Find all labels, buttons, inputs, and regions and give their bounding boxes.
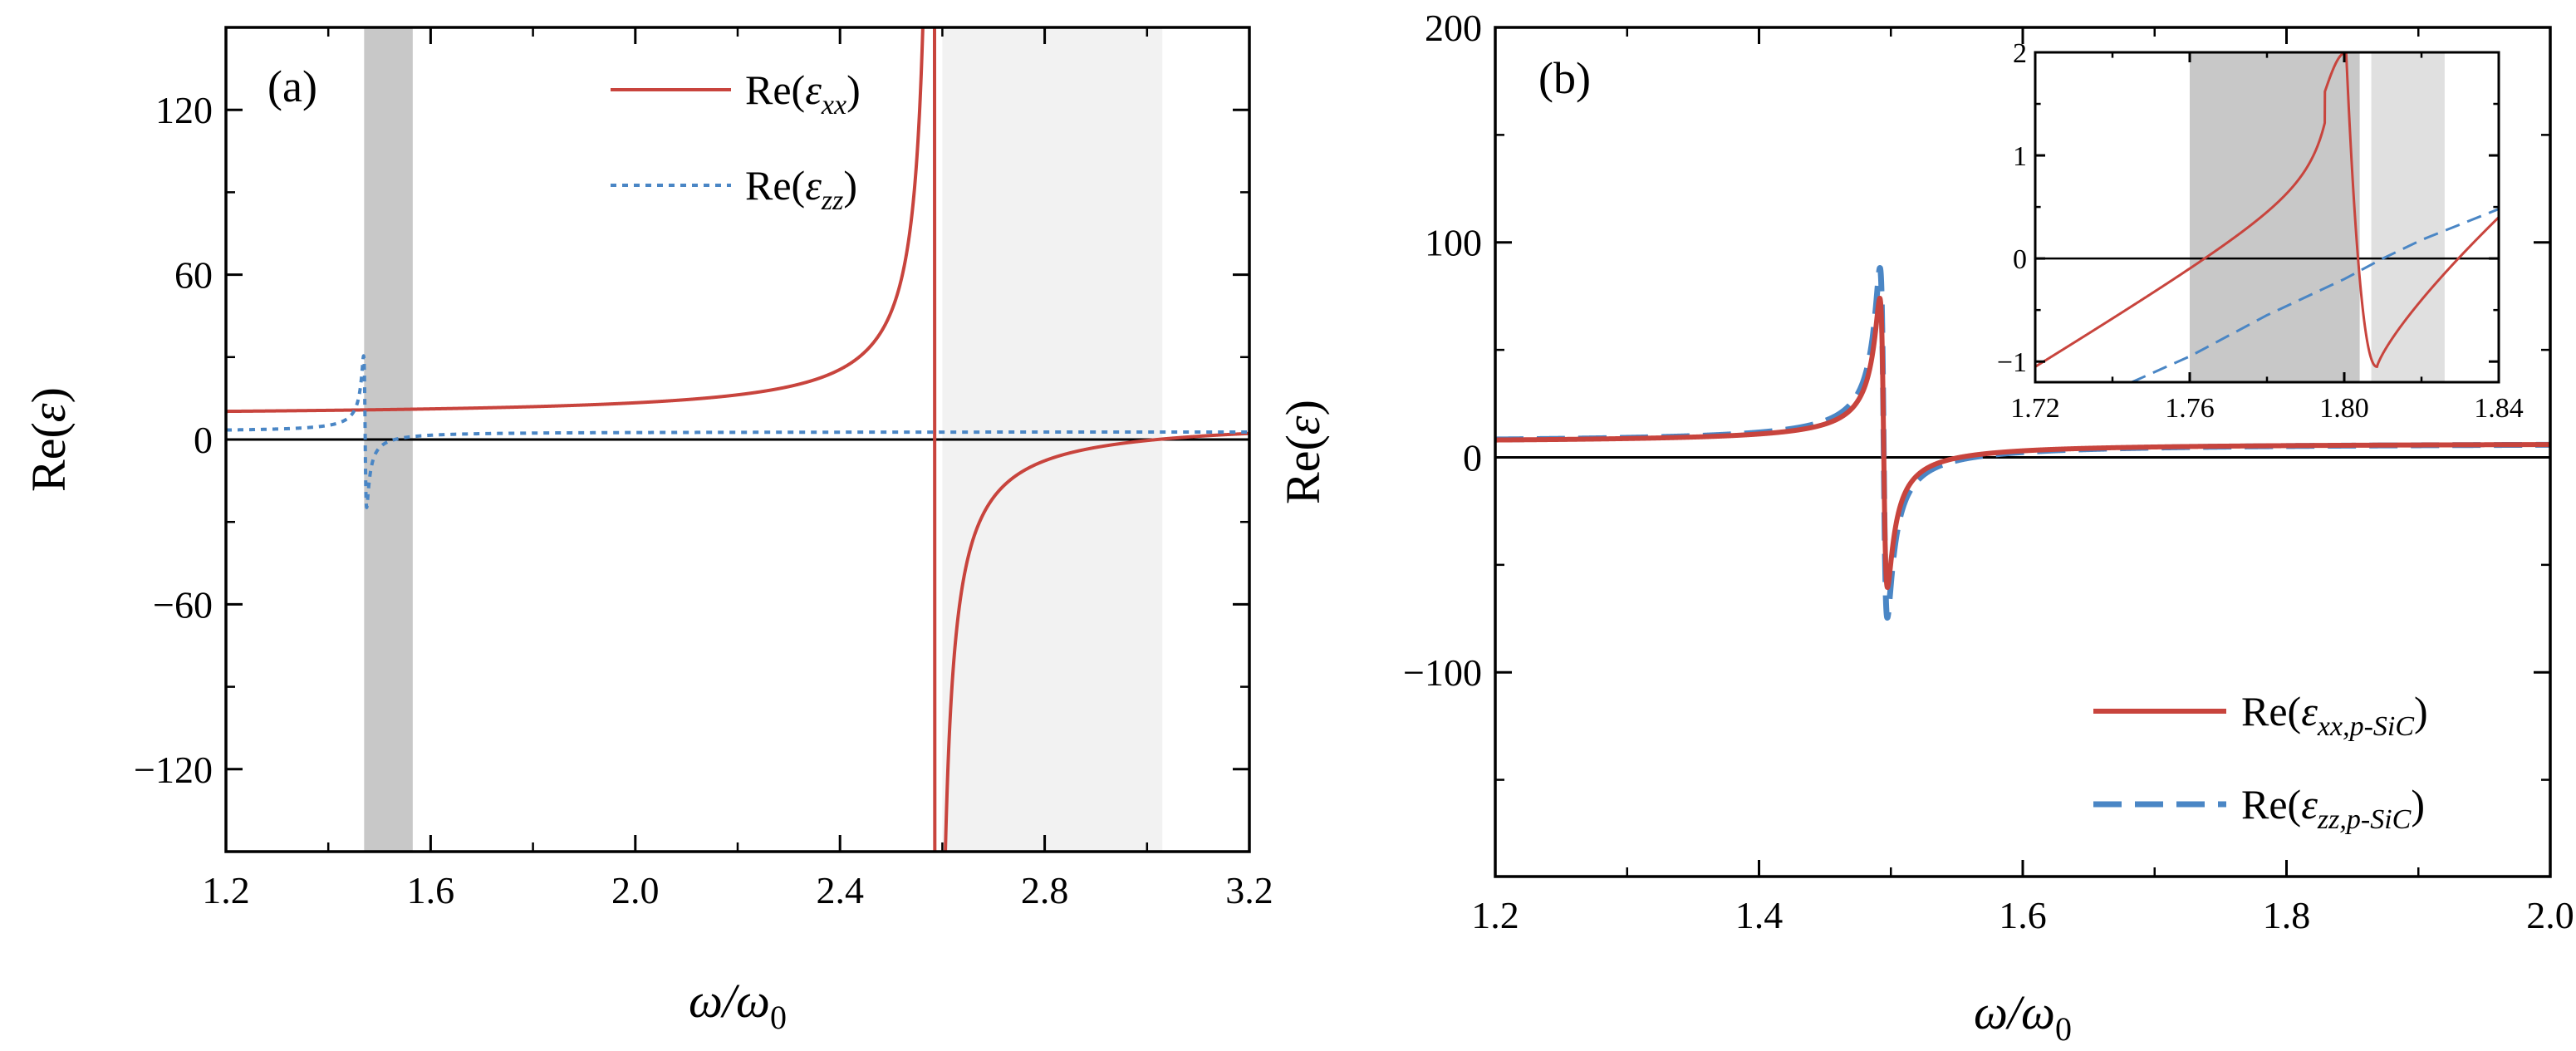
y-axis-title-symbol: ε	[22, 403, 76, 422]
legend-subscript: zz,p-SiC	[2317, 804, 2412, 835]
y-tick-label: 120	[155, 89, 213, 131]
y-tick-label: 1	[2013, 141, 2027, 172]
y-tick-label: −60	[153, 583, 213, 626]
legend-subscript: zz	[821, 185, 843, 216]
x-axis-title: ω/ω0	[1974, 985, 2072, 1048]
x-tick-label: 2.4	[816, 869, 864, 911]
legend-label: Re(εxx)	[745, 66, 861, 120]
inset-shaded-band	[2190, 52, 2360, 382]
x-axis-title-subscript: 0	[2055, 1010, 2072, 1048]
inset-chart: 1.72 1.76 1.80 1.84 −1 0 1 2	[1997, 38, 2524, 424]
legend-text-close: )	[846, 66, 861, 113]
y-tick-label: 60	[174, 254, 213, 297]
legend-text-close: )	[843, 162, 857, 209]
y-axis-title: Re(ε)	[22, 387, 76, 492]
legend-subscript: xx	[821, 90, 846, 120]
x-tick-label: 1.6	[407, 869, 455, 911]
x-tick-label: 2.8	[1021, 869, 1069, 911]
x-tick-label: 1.2	[1471, 894, 1519, 936]
x-axis-title-main: ω/ω	[689, 974, 770, 1028]
y-tick-label: 200	[1425, 7, 1482, 49]
legend-symbol: ε	[2301, 781, 2318, 828]
y-tick-label: −100	[1403, 651, 1482, 694]
y-axis-title-close: )	[1276, 400, 1330, 415]
legend-text-main: Re(	[2241, 688, 2301, 734]
legend-text-main: Re(	[2241, 781, 2301, 828]
y-tick-label: 100	[1425, 222, 1482, 264]
x-tick-label: 2.0	[2526, 894, 2574, 936]
y-axis-title-symbol: ε	[1276, 415, 1330, 435]
x-tick-label: 1.2	[202, 869, 250, 911]
x-tick-label: 1.8	[2263, 894, 2311, 936]
y-tick-label: 0	[1463, 436, 1482, 479]
x-tick-label: 1.76	[2165, 393, 2215, 424]
legend-symbol: ε	[805, 162, 822, 209]
x-axis-title-main: ω/ω	[1974, 985, 2055, 1039]
legend-symbol: ε	[805, 66, 822, 113]
y-axis-title-main: Re(	[1276, 435, 1330, 504]
x-axis-title: ω/ω0	[689, 974, 787, 1036]
inset-series-xx	[2035, 52, 2499, 368]
y-tick-label: 0	[194, 419, 213, 461]
legend-text-close: )	[2411, 781, 2425, 828]
x-tick-label: 1.72	[2010, 393, 2060, 424]
x-tick-label: 1.80	[2319, 393, 2369, 424]
y-tick-label: 0	[2013, 244, 2027, 275]
x-tick-label: 1.6	[1999, 894, 2047, 936]
legend-subscript: xx,p-SiC	[2317, 711, 2414, 742]
y-tick-label: −1	[1997, 347, 2027, 378]
legend-symbol: ε	[2301, 688, 2318, 734]
legend-label: Re(εzz)	[745, 162, 857, 216]
x-tick-label: 1.84	[2474, 393, 2524, 424]
y-axis-title: Re(ε)	[1276, 400, 1330, 504]
legend-label: Re(εzz,p-SiC)	[2241, 781, 2425, 835]
legend-label: Re(εxx,p-SiC)	[2241, 688, 2428, 742]
panel-b-chart: 1.2 1.4 1.6 1.8 2.0−1000100200(b)Re(εxx,p-Si…	[1276, 7, 2574, 1048]
x-tick-label: 1.4	[1735, 894, 1784, 936]
y-axis-title-main: Re(	[22, 422, 76, 492]
series-line-xx,p-SiC	[1495, 296, 2550, 591]
legend-text-main: Re(	[745, 162, 805, 209]
y-tick-label: −120	[134, 749, 213, 791]
y-tick-label: 2	[2013, 38, 2027, 69]
inset-series-zz	[2131, 208, 2499, 382]
panel-label: (b)	[1538, 53, 1591, 103]
series-line-xx	[226, 27, 1249, 852]
x-tick-label: 2.0	[611, 869, 660, 911]
x-tick-label: 3.2	[1225, 869, 1273, 911]
inset-shaded-band	[2371, 52, 2445, 382]
y-axis-title-close: )	[22, 387, 76, 403]
legend-text-main: Re(	[745, 66, 805, 113]
x-axis-title-subscript: 0	[770, 999, 787, 1036]
legend-text-close: )	[2414, 688, 2428, 734]
panel-label: (a)	[267, 61, 317, 111]
series-line-zz	[226, 354, 1249, 509]
